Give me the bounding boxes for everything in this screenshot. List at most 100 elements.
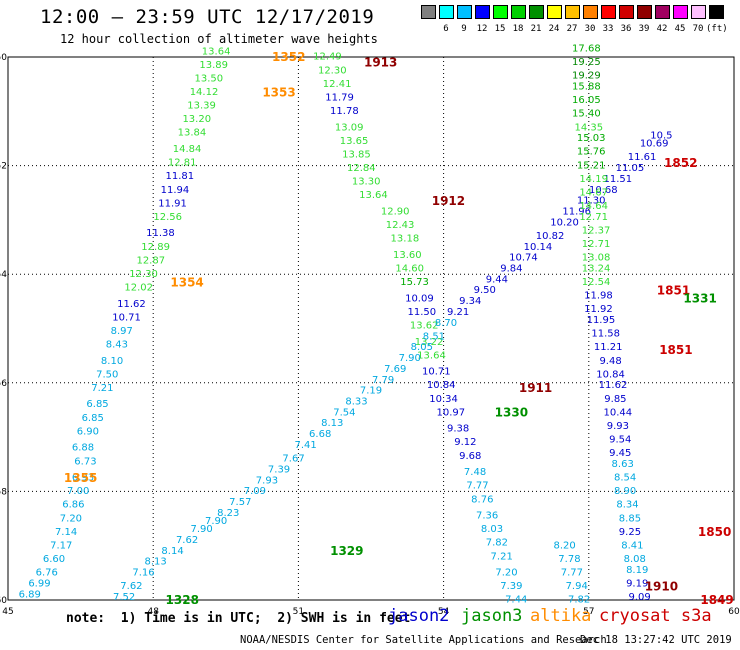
timestamp: Dec 18 13:27:42 UTC 2019 [580, 634, 732, 646]
scale-swatch [709, 5, 724, 19]
scale-label: 24 [548, 24, 560, 34]
data-label: 11.62 [599, 380, 628, 391]
data-label: 7.62 [120, 581, 142, 592]
data-label: 19.29 [572, 71, 601, 82]
scale-label: 45 [674, 24, 686, 34]
data-label: 7.78 [558, 554, 580, 565]
data-label: 11.61 [628, 152, 657, 163]
data-label: 9.21 [447, 307, 469, 318]
data-label: 10.84 [427, 380, 456, 391]
data-label: 13.09 [335, 122, 364, 133]
y-tick-label: -60 [0, 596, 7, 606]
data-label: 16.05 [572, 95, 601, 106]
data-label: 14.19 [579, 174, 608, 185]
data-label: 15.73 [400, 277, 429, 288]
track-time-label: 1851 [659, 343, 692, 357]
data-label: 14.12 [190, 87, 219, 98]
data-label: 11.98 [584, 291, 613, 302]
data-label: 8.23 [217, 508, 239, 519]
data-label: 12.81 [168, 158, 197, 169]
data-label: 11.81 [165, 171, 194, 182]
data-label: 9.19 [626, 578, 648, 589]
scale-swatch [547, 5, 562, 19]
data-label: 13.64 [359, 190, 388, 201]
data-label: 13.89 [199, 60, 228, 71]
data-label: 13.08 [582, 253, 611, 264]
data-label: 11.58 [591, 329, 620, 340]
data-label: 7.21 [491, 551, 513, 562]
scale-swatch [475, 5, 490, 19]
data-label: 15.21 [577, 160, 606, 171]
data-label: 7.19 [360, 386, 382, 397]
scale-swatch [493, 5, 508, 19]
data-label: 12.71 [579, 212, 608, 223]
data-label: 9.50 [474, 285, 496, 296]
data-label: 9.45 [609, 448, 631, 459]
data-label: 8.20 [553, 540, 575, 551]
data-label: 13.60 [393, 250, 422, 261]
data-label: 15.88 [572, 82, 601, 93]
scale-swatch [673, 5, 688, 19]
data-label: 13.64 [202, 46, 231, 57]
track-time-label: 1352 [272, 50, 305, 64]
data-label: 12.90 [381, 206, 410, 217]
scale-swatch [691, 5, 706, 19]
data-label: 8.10 [101, 356, 123, 367]
x-tick-label: 60 [728, 607, 740, 617]
data-label: 7.93 [256, 475, 278, 486]
scale-label: 6 [443, 24, 449, 34]
x-tick-label: 48 [147, 607, 159, 617]
data-label: 7.52 [113, 592, 135, 603]
data-label: 10.69 [640, 139, 669, 150]
data-label: 11.05 [616, 163, 645, 174]
data-label: 8.43 [106, 340, 128, 351]
data-label: 11.92 [584, 304, 613, 315]
scale-label: 21 [530, 24, 542, 34]
data-label: 8.70 [435, 318, 457, 329]
x-tick-label: 51 [293, 607, 304, 617]
scale-label: 27 [566, 24, 578, 34]
track-time-label: 1354 [170, 275, 203, 289]
data-label: 11.95 [587, 315, 616, 326]
data-label: 10.09 [405, 293, 434, 304]
data-label: 9.93 [607, 421, 629, 432]
data-label: 15.76 [577, 147, 606, 158]
scale-label: 18 [512, 24, 524, 34]
scale-label: 36 [620, 24, 632, 34]
data-label: 12.84 [347, 163, 376, 174]
data-label: 8.34 [616, 500, 638, 511]
data-label: 13.22 [415, 337, 444, 348]
data-label: 8.03 [481, 524, 503, 535]
track-time-label: 1912 [432, 194, 465, 208]
data-label: 13.39 [187, 101, 216, 112]
data-label: 9.12 [454, 437, 476, 448]
scale-swatch [655, 5, 670, 19]
data-label: 11.79 [325, 92, 354, 103]
track-time-label: 1849 [700, 593, 733, 607]
data-label: 7.90 [190, 524, 212, 535]
data-label: 11.91 [158, 198, 187, 209]
data-label: 7.17 [50, 540, 72, 551]
data-label: 15.40 [572, 109, 601, 120]
data-label: 13.64 [417, 350, 446, 361]
data-label: 9.34 [459, 296, 481, 307]
data-label: 6.85 [82, 413, 104, 424]
track-time-label: 1330 [495, 406, 528, 420]
scale-swatch [511, 5, 526, 19]
data-label: 9.25 [619, 527, 641, 538]
data-label: 7.44 [505, 595, 527, 606]
credit-line: NOAA/NESDIS Center for Satellite Applica… [240, 634, 607, 646]
chart-title: 12:00 – 23:59 UTC 12/17/2019 [40, 6, 375, 28]
data-label: 8.13 [144, 557, 166, 568]
data-label: 12.89 [141, 242, 170, 253]
data-label: 8.97 [111, 326, 133, 337]
data-label: 6.99 [28, 578, 50, 589]
data-label: 10.68 [589, 185, 618, 196]
plot-frame [7, 56, 735, 601]
data-label: 11.96 [562, 206, 591, 217]
data-label: 17.68 [572, 44, 601, 55]
data-label: 14.67 [579, 187, 608, 198]
data-label: 9.54 [609, 435, 631, 446]
data-label: 8.54 [614, 473, 636, 484]
